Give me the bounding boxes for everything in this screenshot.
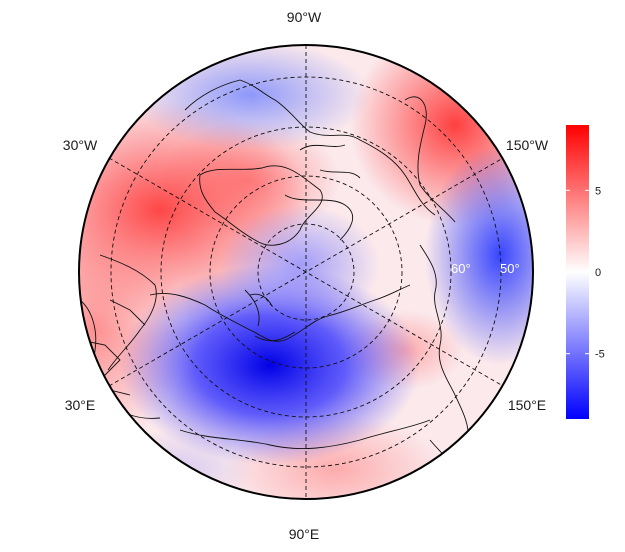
lon-label-90w: 90°W <box>287 9 322 25</box>
lon-label-30e: 30°E <box>65 397 96 413</box>
greenland-coast <box>199 165 323 246</box>
lon-label-90e: 90°E <box>289 526 320 542</box>
map-border <box>78 44 534 500</box>
siberia-cold-anomaly <box>120 265 420 465</box>
alaska-coast <box>404 96 456 223</box>
scandinavia-coast <box>99 254 157 371</box>
lat-circle-80 <box>257 223 355 321</box>
asia-south-border <box>179 419 431 450</box>
colorbar: 5 0 -5 <box>566 125 605 419</box>
colorbar-tick-label: 0 <box>595 267 601 279</box>
taymyr <box>254 331 296 342</box>
anomaly-field <box>79 45 533 499</box>
north-america-coast <box>184 79 436 216</box>
lat-label-50: 50° <box>500 261 520 276</box>
canadian-archipelago <box>284 144 361 241</box>
colorbar-tick-label: 5 <box>595 185 601 197</box>
lon-label-150w: 150°W <box>506 137 549 153</box>
colorbar-tick-label: -5 <box>595 349 605 361</box>
colorbar-ramp <box>566 125 589 419</box>
canada-cold-anomaly <box>130 45 370 150</box>
colorbar-ticks: 5 0 -5 <box>566 185 605 361</box>
lat-label-60: 60° <box>451 261 471 276</box>
lon-label-150e: 150°E <box>508 397 546 413</box>
central-asia-cool-anomaly <box>95 430 255 499</box>
chukotka-coast <box>419 244 456 396</box>
lon-label-30w: 30°W <box>63 137 98 153</box>
meridian-30e-150w <box>108 157 504 387</box>
eurasia-arctic-coast <box>149 284 411 342</box>
graticule <box>108 45 504 499</box>
